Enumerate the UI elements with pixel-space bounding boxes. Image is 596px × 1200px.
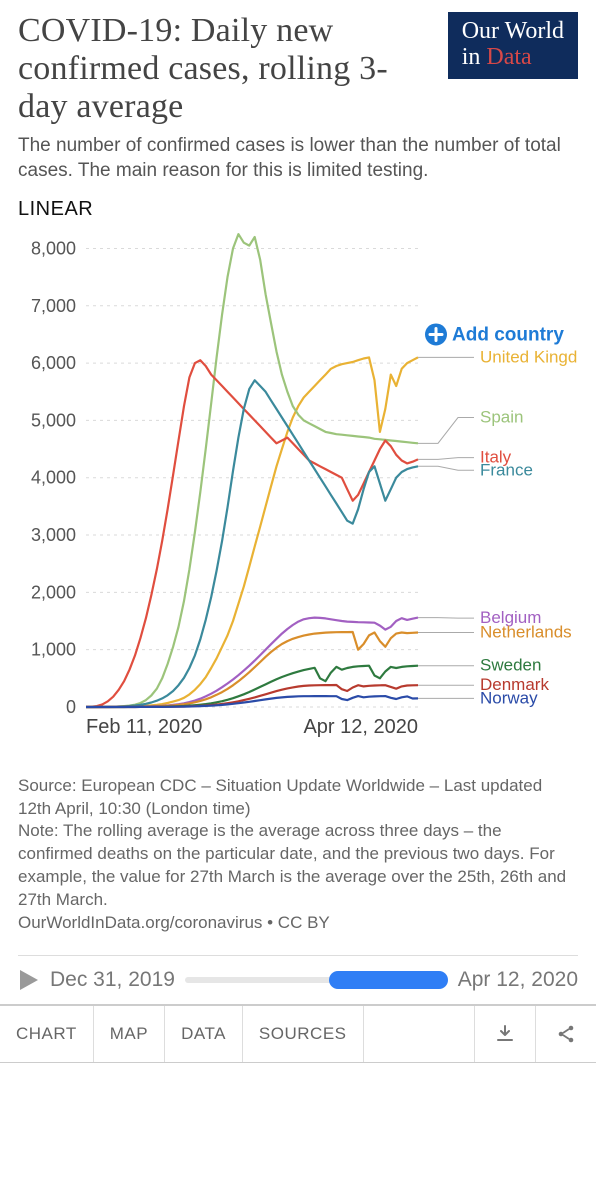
play-icon[interactable] xyxy=(18,968,40,992)
series-label[interactable]: Spain xyxy=(480,407,523,426)
timeline[interactable]: Dec 31, 2019 Apr 12, 2020 xyxy=(18,955,578,1004)
tab-bar: CHART MAP DATA SOURCES xyxy=(0,1004,596,1063)
series-label[interactable]: United Kingdom xyxy=(480,347,578,366)
source-note: Source: European CDC – Situation Update … xyxy=(18,775,578,936)
tab-chart[interactable]: CHART xyxy=(0,1006,94,1062)
line-chart: 0 1,000 2,000 3,000 4,000 5,000 6,000 7,000 8,00… xyxy=(18,227,578,757)
download-icon[interactable] xyxy=(474,1006,535,1062)
svg-text:5,000: 5,000 xyxy=(31,410,76,430)
svg-text:6,000: 6,000 xyxy=(31,353,76,373)
svg-text:Apr 12, 2020: Apr 12, 2020 xyxy=(303,716,418,738)
svg-text:Feb 11, 2020: Feb 11, 2020 xyxy=(86,716,202,738)
scale-toggle[interactable]: LINEAR xyxy=(18,198,578,221)
svg-text:7,000: 7,000 xyxy=(31,295,76,315)
slider-fill[interactable] xyxy=(329,971,447,989)
svg-text:1,000: 1,000 xyxy=(31,639,76,659)
logo-line-1: Our World xyxy=(462,18,564,44)
page-title: COVID-19: Daily new confirmed cases, rol… xyxy=(18,12,436,126)
timeline-start-label: Dec 31, 2019 xyxy=(50,968,175,992)
tab-map[interactable]: MAP xyxy=(94,1006,165,1062)
svg-text:4,000: 4,000 xyxy=(31,467,76,487)
svg-text:0: 0 xyxy=(66,697,76,717)
series-label[interactable]: Norway xyxy=(480,688,538,707)
chart-subtitle: The number of confirmed cases is lower t… xyxy=(18,134,578,183)
svg-text:3,000: 3,000 xyxy=(31,525,76,545)
svg-text:2,000: 2,000 xyxy=(31,582,76,602)
timeline-slider[interactable] xyxy=(185,969,448,991)
svg-text:8,000: 8,000 xyxy=(31,238,76,258)
timeline-end-label: Apr 12, 2020 xyxy=(458,968,578,992)
series-label[interactable]: Sweden xyxy=(480,655,541,674)
series-label[interactable]: Netherlands xyxy=(480,622,572,641)
share-icon[interactable] xyxy=(535,1006,596,1062)
add-country-button[interactable]: Add country xyxy=(452,324,564,345)
owid-logo: Our World in Data xyxy=(448,12,578,79)
series-label[interactable]: France xyxy=(480,460,533,479)
logo-line-2: in Data xyxy=(462,44,564,70)
tab-data[interactable]: DATA xyxy=(165,1006,243,1062)
tab-sources[interactable]: SOURCES xyxy=(243,1006,364,1062)
